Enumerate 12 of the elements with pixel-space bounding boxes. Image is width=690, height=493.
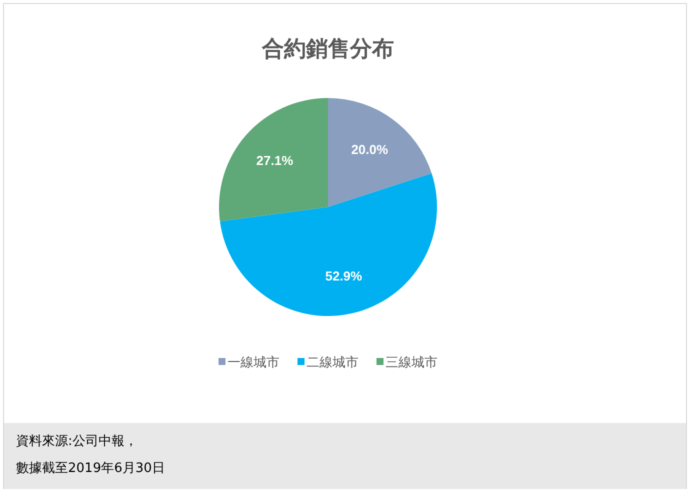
text: 數據截至2019年6月30日 [16,461,165,476]
data-label: 52.9% [325,268,363,284]
legend-label: 三線城市 [386,356,438,371]
legend-label: 一線城市 [228,356,280,371]
data-label: 20.0% [351,142,389,158]
legend-label: 二線城市 [306,356,358,371]
source-note: 資料來源:公司中報， [16,434,138,449]
pie-slice [219,98,328,222]
pie-slice [328,98,432,207]
data-label: 27.1% [256,152,294,168]
pie-slice [220,173,437,316]
chart-title: 合約銷售分布 [261,36,394,61]
